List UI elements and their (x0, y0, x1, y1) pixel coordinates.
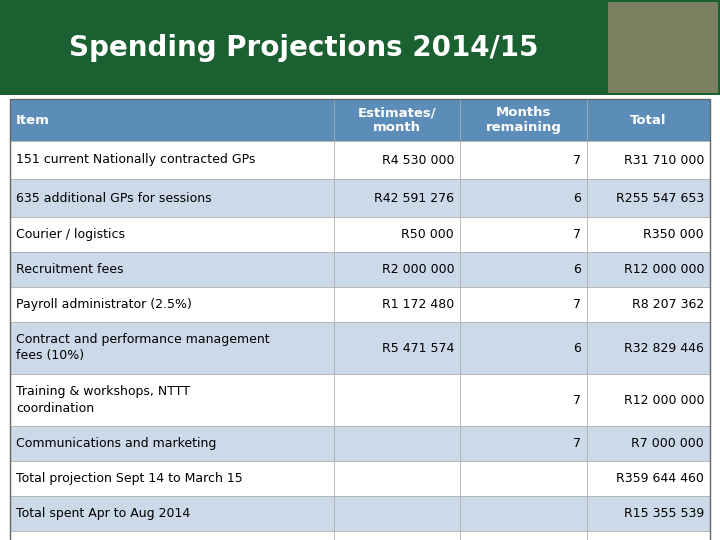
Text: R350 000: R350 000 (644, 228, 704, 241)
Bar (460, 179, 587, 217)
Bar (334, 141, 460, 179)
Bar (334, 287, 460, 322)
Bar (460, 322, 587, 374)
Bar (10, 461, 334, 496)
Bar (334, 99, 460, 141)
Text: 6: 6 (572, 341, 580, 354)
Text: 7: 7 (572, 394, 580, 407)
Bar (587, 252, 710, 287)
Text: Total spent Apr to Aug 2014: Total spent Apr to Aug 2014 (16, 507, 190, 520)
Text: R2 000 000: R2 000 000 (382, 263, 454, 276)
Bar (587, 531, 710, 540)
Bar (10, 217, 334, 252)
Text: R1 172 480: R1 172 480 (382, 298, 454, 311)
Bar (460, 217, 587, 252)
Bar (334, 322, 460, 374)
Bar (334, 217, 460, 252)
Text: R32 829 446: R32 829 446 (624, 341, 704, 354)
Text: Spending Projections 2014/15: Spending Projections 2014/15 (69, 33, 539, 62)
Text: Payroll administrator (2.5%): Payroll administrator (2.5%) (16, 298, 192, 311)
Bar (587, 179, 710, 217)
Text: R255 547 653: R255 547 653 (616, 192, 704, 205)
Bar (460, 531, 587, 540)
Bar (334, 426, 460, 461)
Bar (460, 426, 587, 461)
Bar (10, 179, 334, 217)
Text: R31 710 000: R31 710 000 (624, 153, 704, 166)
Bar (460, 287, 587, 322)
Bar (587, 496, 710, 531)
Bar (587, 287, 710, 322)
Bar (10, 99, 710, 540)
Text: R42 591 276: R42 591 276 (374, 192, 454, 205)
Bar (10, 426, 334, 461)
Text: R359 644 460: R359 644 460 (616, 472, 704, 485)
Bar (587, 141, 710, 179)
Bar (460, 374, 587, 426)
Text: Communications and marketing: Communications and marketing (16, 437, 217, 450)
Bar (334, 374, 460, 426)
Bar (587, 426, 710, 461)
Bar (608, 2, 718, 93)
Text: R50 000: R50 000 (401, 228, 454, 241)
Text: R15 355 539: R15 355 539 (624, 507, 704, 520)
Text: R12 000 000: R12 000 000 (624, 263, 704, 276)
Bar (334, 461, 460, 496)
Bar (334, 531, 460, 540)
Text: Contract and performance management
fees (10%): Contract and performance management fees… (16, 334, 269, 362)
Text: Total projection Sept 14 to March 15: Total projection Sept 14 to March 15 (16, 472, 243, 485)
Bar (460, 141, 587, 179)
Text: 6: 6 (572, 263, 580, 276)
Bar (587, 461, 710, 496)
Bar (10, 496, 334, 531)
Bar (10, 252, 334, 287)
Bar (10, 531, 334, 540)
Text: R7 000 000: R7 000 000 (631, 437, 704, 450)
Bar (334, 252, 460, 287)
Bar (334, 179, 460, 217)
Text: Item: Item (16, 113, 50, 126)
Bar (10, 322, 334, 374)
Text: 7: 7 (572, 228, 580, 241)
Text: 7: 7 (572, 153, 580, 166)
Text: Courier / logistics: Courier / logistics (16, 228, 125, 241)
Text: 7: 7 (572, 437, 580, 450)
Text: Months
remaining: Months remaining (485, 106, 562, 134)
Text: R8 207 362: R8 207 362 (631, 298, 704, 311)
Text: 635 additional GPs for sessions: 635 additional GPs for sessions (16, 192, 212, 205)
Bar (0, 0, 720, 95)
Bar (587, 374, 710, 426)
Text: R5 471 574: R5 471 574 (382, 341, 454, 354)
Text: Training & workshops, NTTT
coordination: Training & workshops, NTTT coordination (16, 386, 190, 415)
Bar (10, 99, 334, 141)
Text: Estimates/
month: Estimates/ month (358, 106, 436, 134)
Bar (10, 374, 334, 426)
Bar (460, 99, 587, 141)
Text: Total: Total (630, 113, 667, 126)
Bar (587, 217, 710, 252)
Bar (10, 287, 334, 322)
Bar (587, 99, 710, 141)
Text: R12 000 000: R12 000 000 (624, 394, 704, 407)
Text: Recruitment fees: Recruitment fees (16, 263, 124, 276)
Bar (460, 496, 587, 531)
Text: 6: 6 (572, 192, 580, 205)
Bar (334, 496, 460, 531)
Bar (608, 2, 718, 93)
Bar (10, 141, 334, 179)
Text: 7: 7 (572, 298, 580, 311)
Bar (460, 461, 587, 496)
Text: 151 current Nationally contracted GPs: 151 current Nationally contracted GPs (16, 153, 256, 166)
Bar (587, 322, 710, 374)
Bar (460, 252, 587, 287)
Text: R4 530 000: R4 530 000 (382, 153, 454, 166)
